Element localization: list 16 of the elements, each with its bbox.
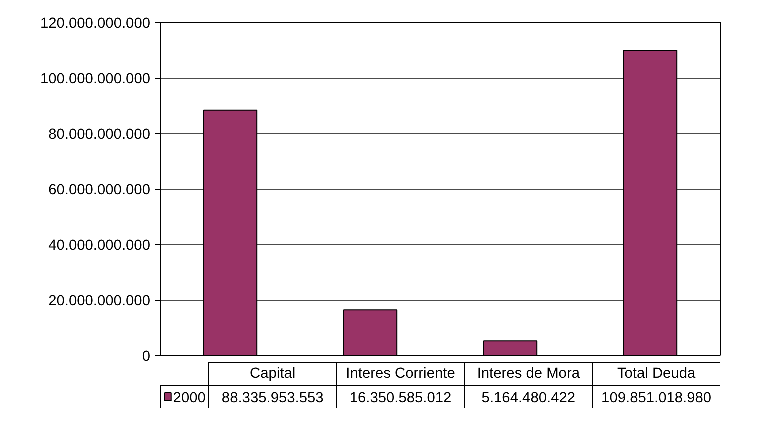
data-label: 5.164.480.422 [482, 390, 576, 406]
x-tick-label: Total Deuda [617, 366, 697, 382]
y-tick-label: 40.000.000.000 [48, 238, 151, 254]
x-tick-label: Interes de Mora [477, 366, 581, 382]
data-label: 109.851.018.980 [602, 390, 712, 406]
x-tick-label: Capital [250, 366, 296, 382]
y-tick-label: 0 [142, 349, 151, 365]
y-tick-label: 100.000.000.000 [40, 72, 150, 88]
y-tick-label: 20.000.000.000 [48, 294, 151, 310]
x-tick-label: Interes Corriente [346, 366, 456, 382]
y-tick-label: 80.000.000.000 [48, 127, 151, 143]
legend-label: 2000 [173, 390, 206, 406]
data-label: 16.350.585.012 [350, 390, 452, 406]
data-label: 88.335.953.553 [222, 390, 324, 406]
y-tick-label: 120.000.000.000 [40, 16, 150, 32]
y-tick-label: 60.000.000.000 [48, 182, 151, 198]
